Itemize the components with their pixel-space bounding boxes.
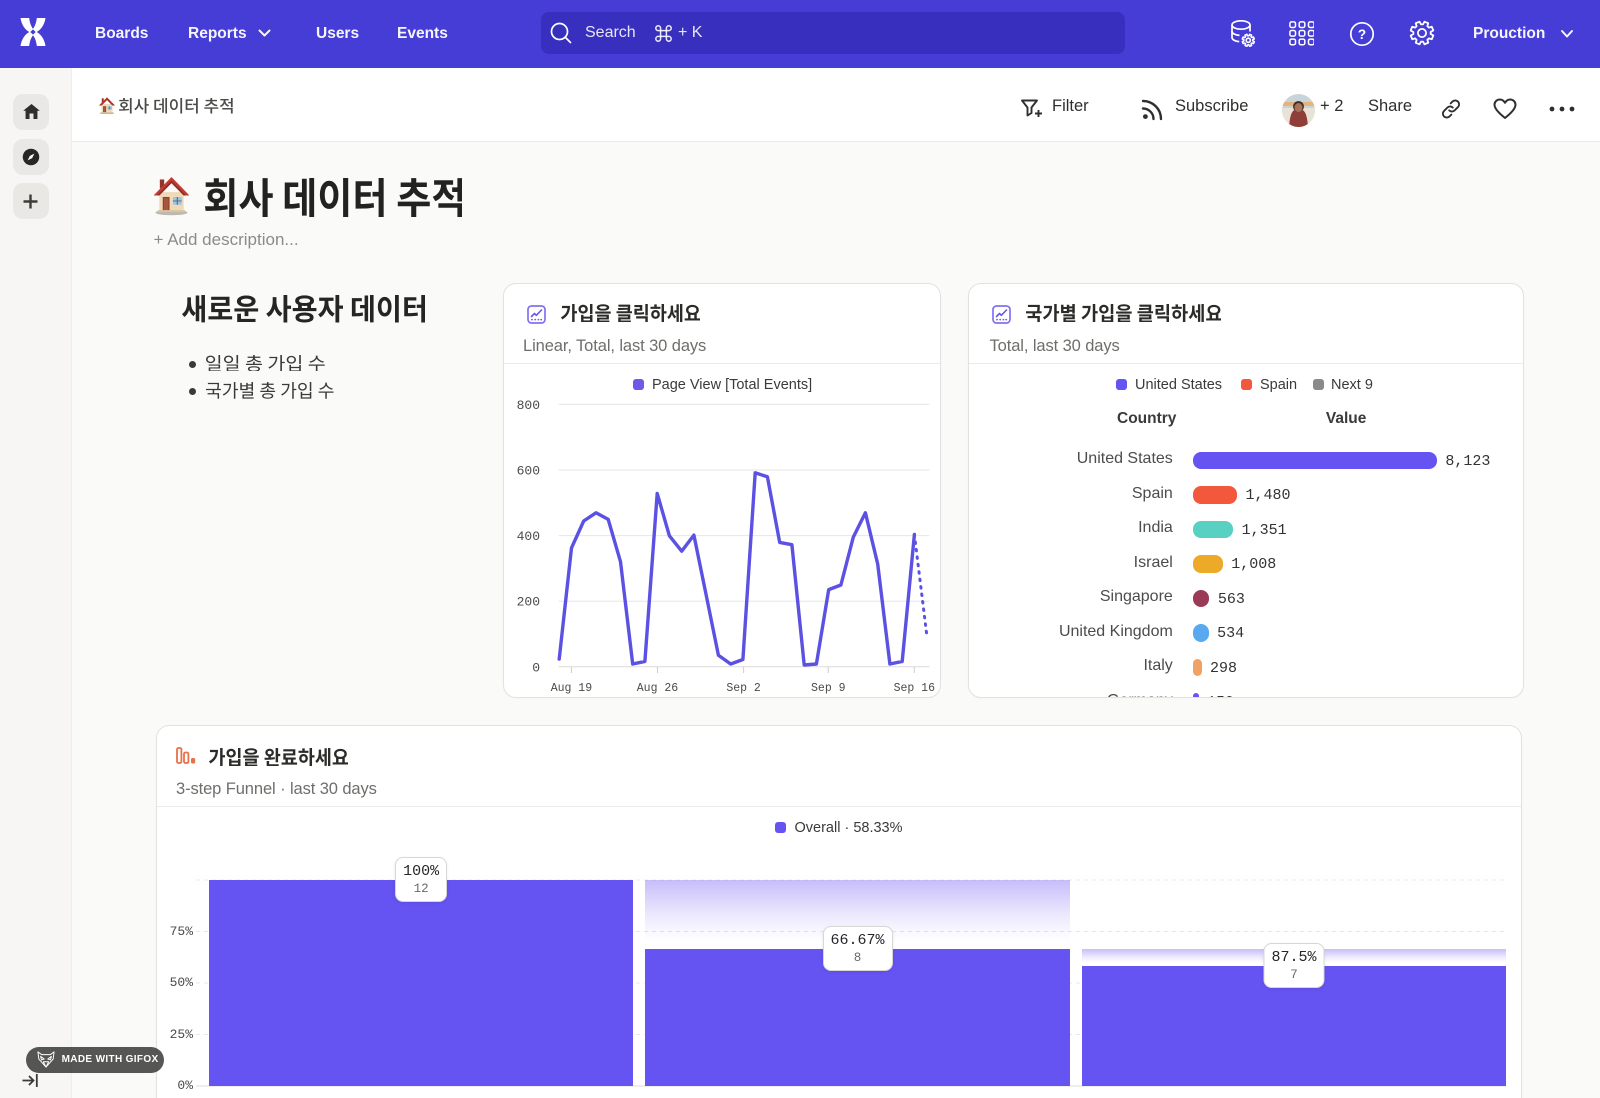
svg-text:0: 0	[532, 660, 540, 675]
svg-text:Sep 9: Sep 9	[811, 682, 846, 695]
svg-text:400: 400	[517, 529, 540, 544]
svg-text:Sep 16: Sep 16	[894, 682, 936, 695]
svg-text:Aug 26: Aug 26	[637, 682, 679, 695]
svg-text:800: 800	[517, 398, 540, 413]
svg-text:200: 200	[517, 595, 540, 610]
svg-text:Sep 2: Sep 2	[726, 682, 761, 695]
svg-text:?: ?	[1358, 27, 1366, 42]
svg-text:Aug 19: Aug 19	[551, 682, 593, 695]
svg-text:600: 600	[517, 464, 540, 479]
